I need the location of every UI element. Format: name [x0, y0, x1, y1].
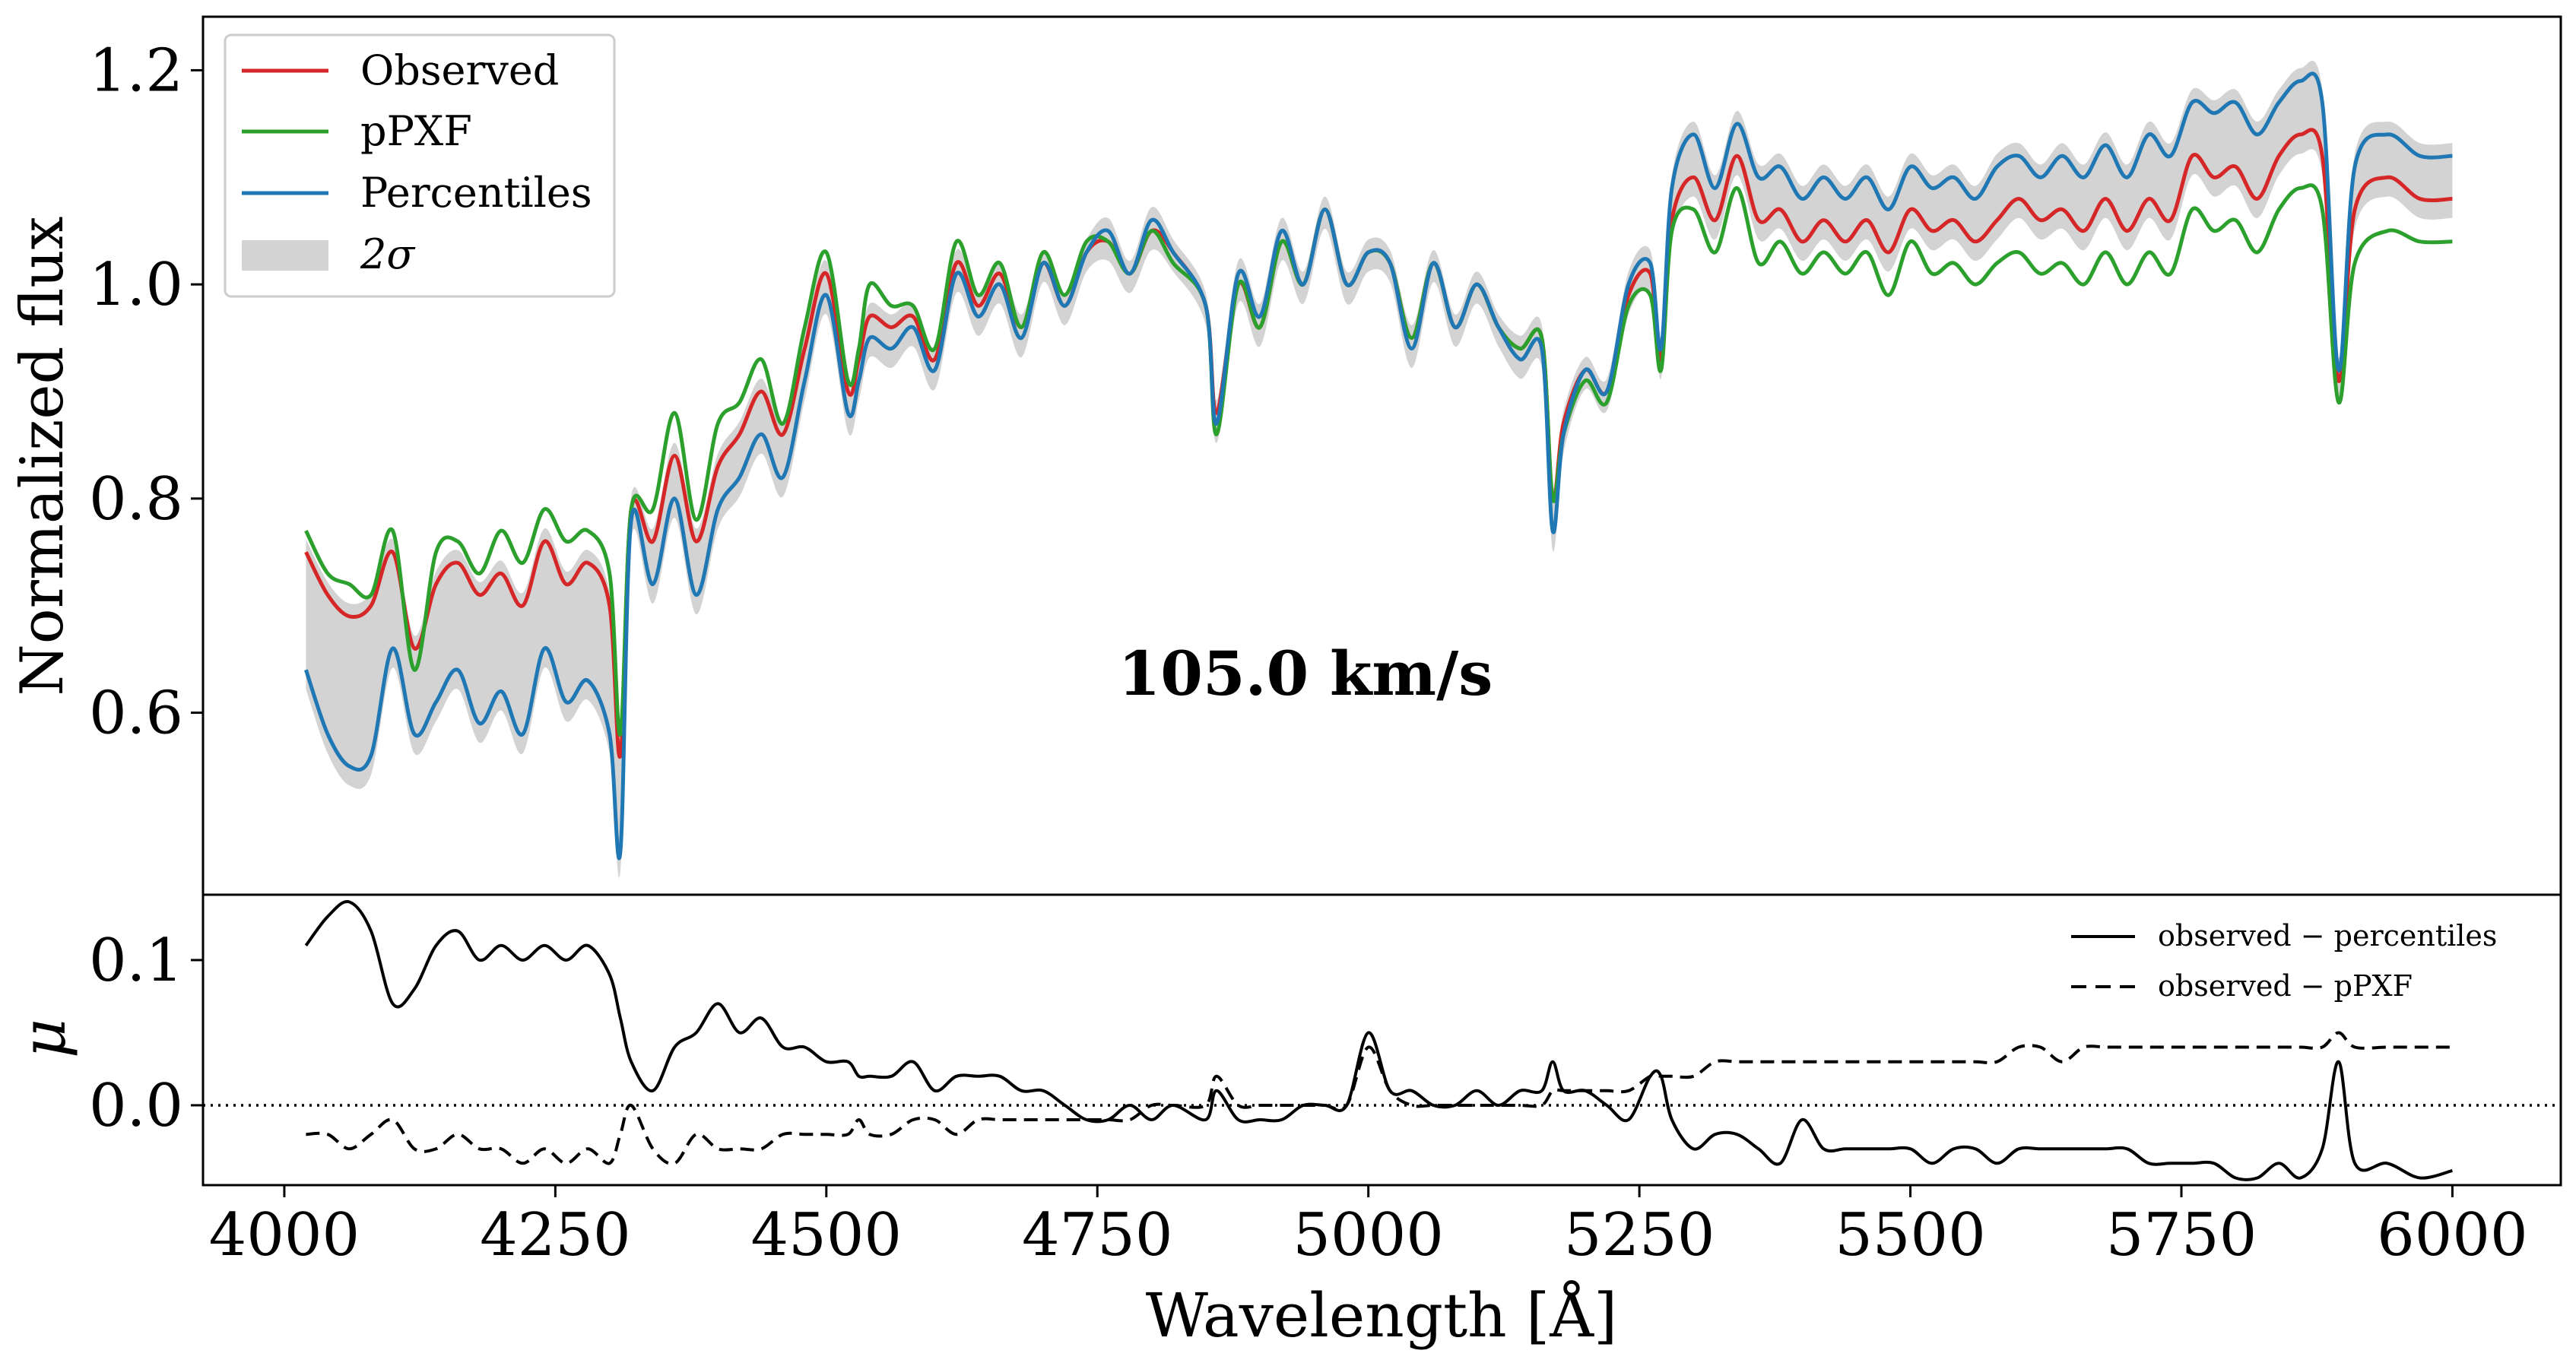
xtick-label: 5500	[1835, 1201, 1986, 1269]
spectrum-ytick-label: 0.8	[89, 465, 183, 534]
legend-label-obs-minus-percentiles: observed − percentiles	[2158, 919, 2497, 953]
residual-line-observed-ppxf	[306, 1031, 2453, 1165]
residual-ylabel: μ	[8, 1019, 79, 1058]
spectrum-ylabel: Normalized flux	[8, 216, 77, 696]
wavelength-xlabel: Wavelength [Å]	[1146, 1279, 1617, 1351]
residual-panel: 0.0 0.1 4000 4250 4500 4750 5000 5250 5500 5750 6…	[8, 893, 2562, 1351]
two-sigma-band	[306, 60, 2453, 878]
xtick-label: 4500	[751, 1201, 903, 1269]
residual-line-observed-percentiles	[304, 900, 2453, 1181]
velocity-annotation: 105.0 km/s	[1118, 638, 1493, 709]
legend-label-obs-minus-ppxf: observed − pPXF	[2158, 969, 2413, 1003]
residual-ytick-label: 0.1	[89, 927, 183, 995]
xtick-label: 6000	[2377, 1201, 2528, 1269]
spectrum-ytick-label: 1.0	[89, 251, 183, 319]
xtick-label: 5250	[1564, 1201, 1715, 1269]
xtick-label: 5750	[2106, 1201, 2257, 1269]
spectrum-legend-box	[224, 33, 616, 298]
xtick-label: 4250	[480, 1201, 631, 1269]
legend-label-2sigma: 2σ	[360, 230, 416, 278]
residual-ytick-label: 0.0	[89, 1072, 183, 1140]
spectrum-ytick-label: 1.2	[89, 36, 183, 105]
legend-label-percentiles: Percentiles	[360, 169, 592, 217]
spectrum-panel: 0.60.81.01.2 Normalized flux 105.0 km/s …	[8, 15, 2562, 896]
legend-label-ppxf: pPXF	[360, 107, 472, 155]
xtick-label: 4000	[209, 1201, 360, 1269]
series-line-percentiles	[304, 71, 2453, 861]
xtick-label: 5000	[1293, 1201, 1444, 1269]
xtick-label: 4750	[1022, 1201, 1173, 1269]
legend-label-observed: Observed	[360, 46, 559, 94]
spectrum-legend: Observed pPXF Percentiles 2σ	[224, 33, 616, 298]
spectrum-ytick-label: 0.6	[89, 680, 183, 748]
legend-swatch-2sigma	[242, 240, 328, 271]
residual-legend: observed − percentiles observed − pPXF	[2071, 919, 2497, 1003]
residual-plot-frame	[201, 893, 2562, 1187]
